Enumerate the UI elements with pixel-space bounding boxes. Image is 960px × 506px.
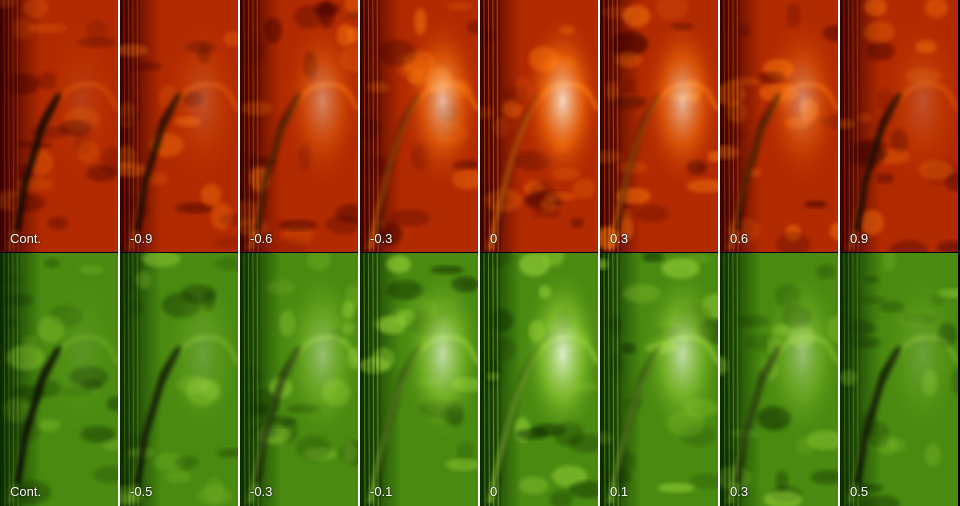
- solar-image-1-0: [0, 253, 118, 506]
- solar-image-0-4: [480, 0, 598, 253]
- bright-region: [240, 253, 358, 506]
- bright-region: [240, 0, 358, 253]
- bright-region: [360, 0, 478, 253]
- bottom-row-panels: Cont. -0.5 -0.3 -0.1 0 0.1 0.3 0.5: [0, 253, 960, 506]
- panel-label: 0.6: [730, 231, 749, 246]
- panel-label: -0.6: [250, 231, 273, 246]
- solar-image-0-3: [360, 0, 478, 253]
- image-panel-1-3: -0.1: [360, 253, 478, 506]
- solar-image-1-2: [240, 253, 358, 506]
- panel-label: -0.5: [130, 484, 153, 499]
- bright-region: [0, 0, 118, 253]
- panel-label: Cont.: [10, 231, 42, 246]
- solar-image-1-6: [720, 253, 838, 506]
- image-panel-0-5: 0.3: [600, 0, 718, 253]
- panel-label: 0: [490, 484, 498, 499]
- panel-label: 0.3: [610, 231, 629, 246]
- image-panel-0-1: -0.9: [120, 0, 238, 253]
- bright-region: [120, 253, 238, 506]
- bright-region: [480, 0, 598, 253]
- panel-separator: [238, 0, 240, 506]
- panel-label: -0.3: [250, 484, 273, 499]
- bright-region: [600, 253, 718, 506]
- solar-image-1-3: [360, 253, 478, 506]
- bright-region: [0, 253, 118, 506]
- solar-image-1-4: [480, 253, 598, 506]
- bright-region: [720, 0, 838, 253]
- solar-image-0-1: [120, 0, 238, 253]
- image-panel-1-0: Cont.: [0, 253, 118, 506]
- row-divider: [0, 252, 960, 253]
- panel-separator: [118, 0, 120, 506]
- solar-image-1-7: [840, 253, 958, 506]
- image-panel-1-6: 0.3: [720, 253, 838, 506]
- bright-region: [480, 253, 598, 506]
- panel-separator: [478, 0, 480, 506]
- bright-region: [840, 253, 958, 506]
- image-panel-0-7: 0.9: [840, 0, 958, 253]
- panel-label: Cont.: [10, 484, 42, 499]
- solar-image-0-0: [0, 0, 118, 253]
- solar-image-0-6: [720, 0, 838, 253]
- image-panel-0-4: 0: [480, 0, 598, 253]
- solar-image-1-5: [600, 253, 718, 506]
- panel-label: -0.3: [370, 231, 393, 246]
- solar-image-0-7: [840, 0, 958, 253]
- image-panel-0-3: -0.3: [360, 0, 478, 253]
- bright-region: [840, 0, 958, 253]
- panel-label: 0.9: [850, 231, 869, 246]
- image-panel-1-2: -0.3: [240, 253, 358, 506]
- image-panel-1-1: -0.5: [120, 253, 238, 506]
- panel-label: 0: [490, 231, 498, 246]
- panel-label: 0.3: [730, 484, 749, 499]
- image-panel-0-6: 0.6: [720, 0, 838, 253]
- image-panel-0-2: -0.6: [240, 0, 358, 253]
- image-panel-1-4: 0: [480, 253, 598, 506]
- image-panel-0-0: Cont.: [0, 0, 118, 253]
- image-panel-1-5: 0.1: [600, 253, 718, 506]
- panel-separator: [358, 0, 360, 506]
- panel-separator: [598, 0, 600, 506]
- solar-image-1-1: [120, 253, 238, 506]
- panel-label: 0.1: [610, 484, 629, 499]
- top-row-panels: Cont. -0.9 -0.6 -0.3 0 0.3 0.6 0.9: [0, 0, 958, 253]
- panel-label: 0.5: [850, 484, 869, 499]
- panel-label: -0.1: [370, 484, 393, 499]
- bright-region: [360, 253, 478, 506]
- image-panel-1-7: 0.5: [840, 253, 958, 506]
- panel-separator: [838, 0, 840, 506]
- panel-separator: [718, 0, 720, 506]
- panel-label: -0.9: [130, 231, 153, 246]
- bright-region: [600, 0, 718, 253]
- solar-image-0-5: [600, 0, 718, 253]
- bright-region: [720, 253, 838, 506]
- solar-image-0-2: [240, 0, 358, 253]
- bright-region: [120, 0, 238, 253]
